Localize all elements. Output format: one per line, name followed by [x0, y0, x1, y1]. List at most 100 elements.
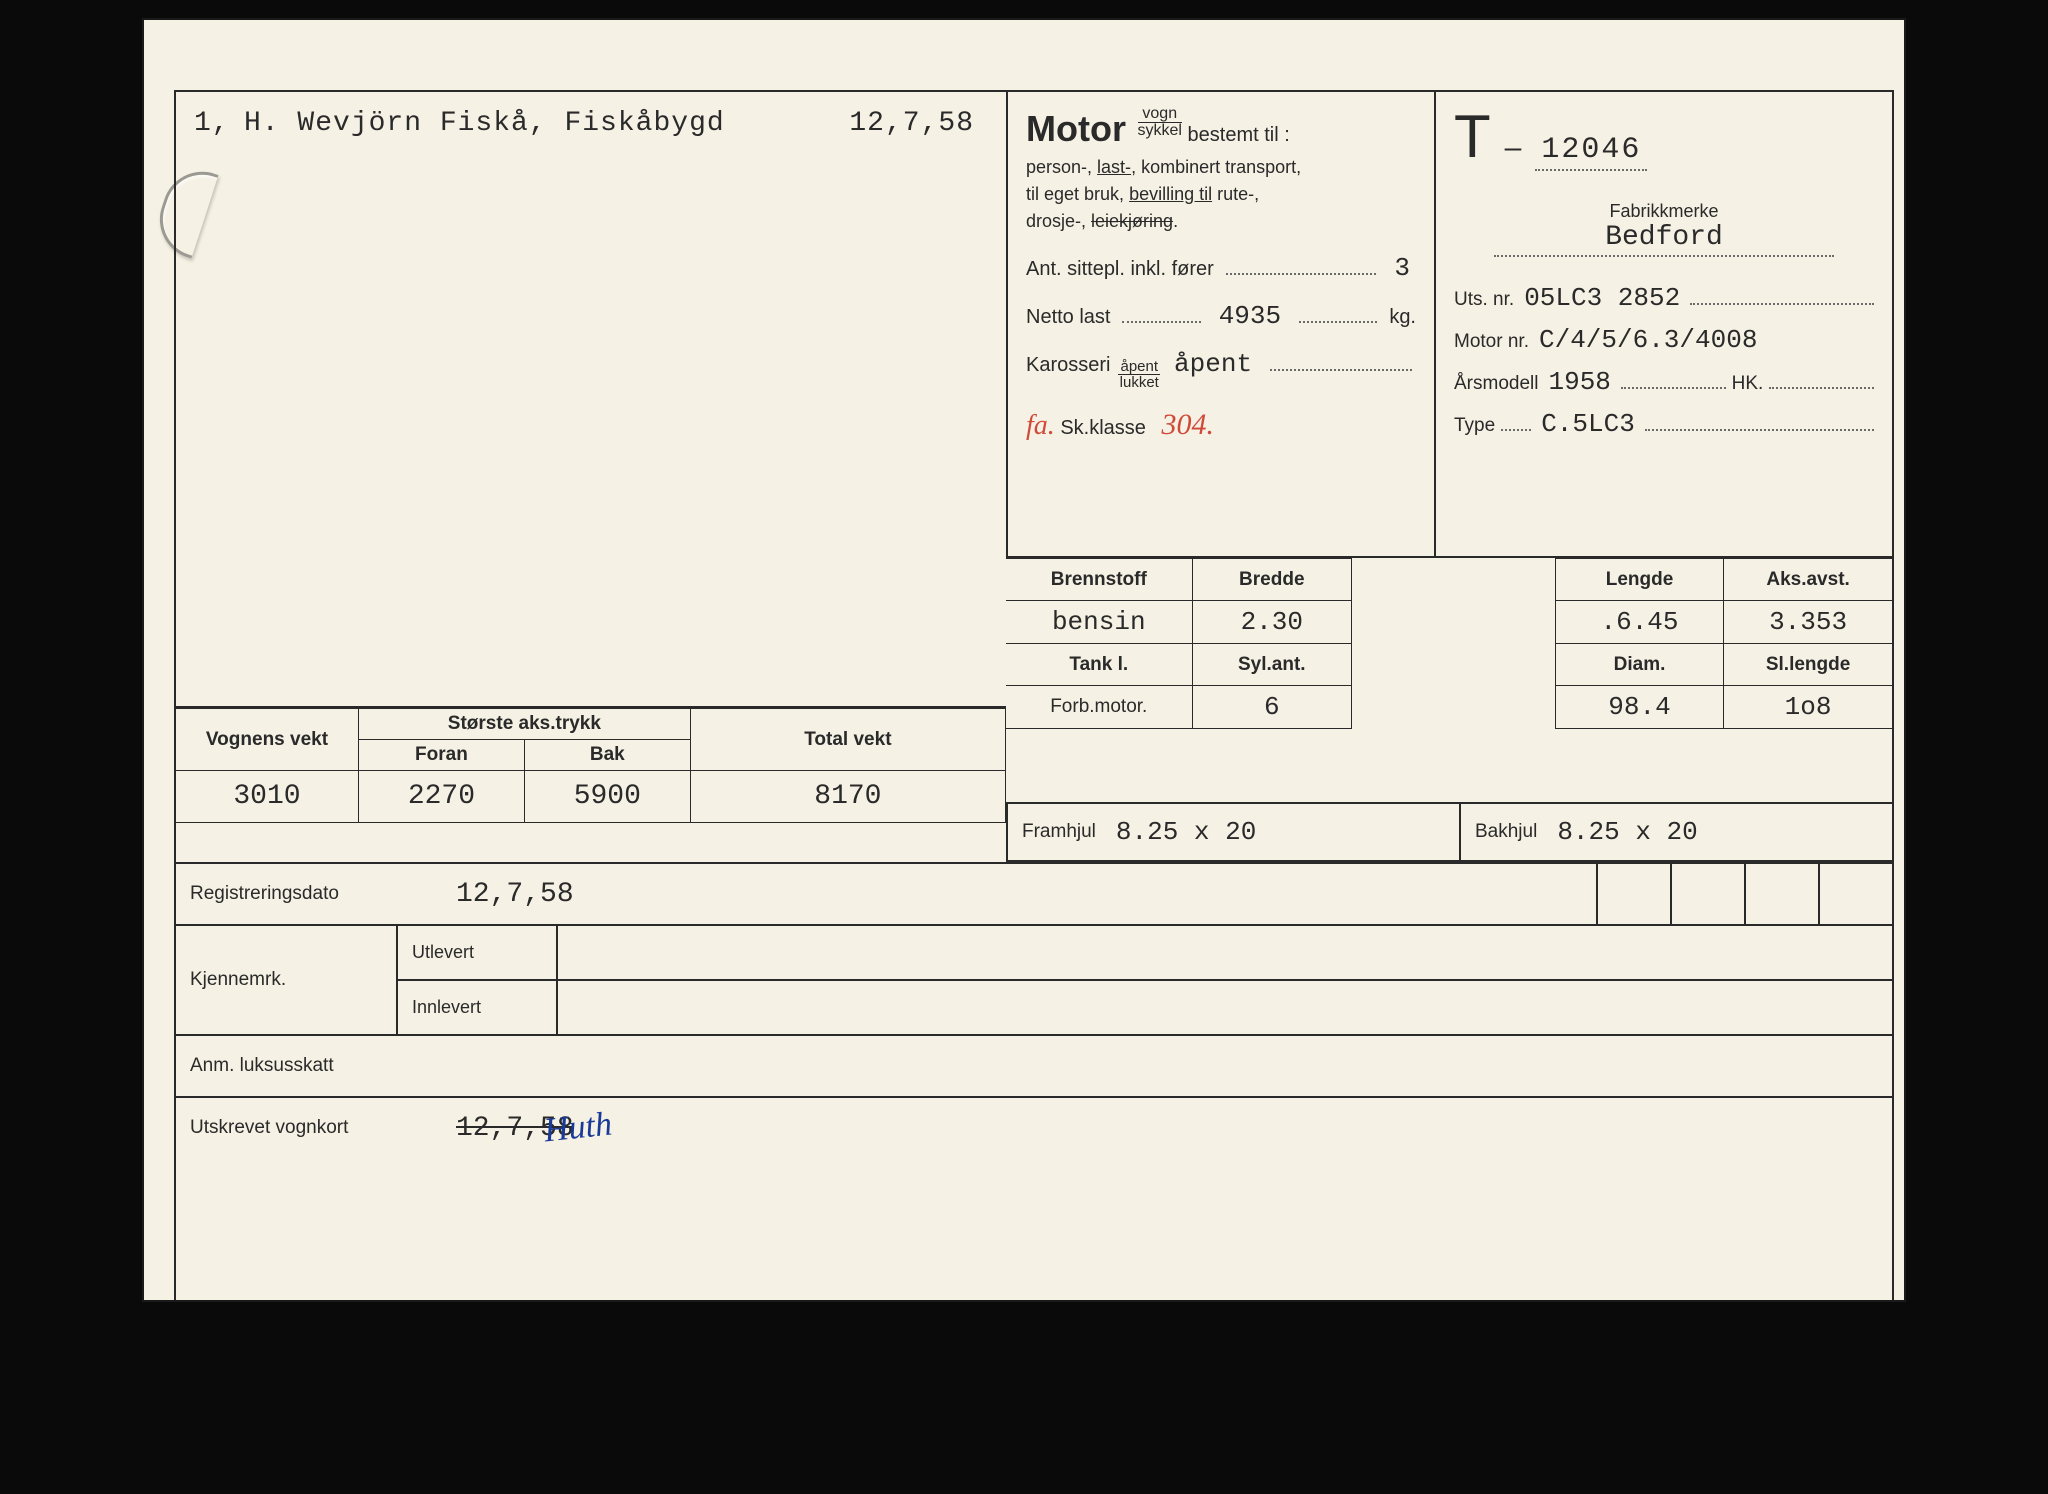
regdato-row: Registreringsdato 12,7,58 [176, 862, 1892, 924]
framhjul-value: 8.25 x 20 [1116, 817, 1256, 847]
uts-label: Uts. nr. [1454, 289, 1514, 311]
fabrikkmerke-label: Fabrikkmerke [1454, 201, 1874, 222]
spec-gap [1352, 559, 1556, 601]
netto-label: Netto last [1026, 306, 1110, 329]
signature: Huth [542, 1106, 614, 1151]
fabrikkmerke-value: Bedford [1494, 222, 1834, 257]
netto-last-row: Netto last 4935 kg. [1026, 301, 1416, 331]
spec-h-aksavst: Aks.avst. [1724, 559, 1892, 601]
weight-foran-value: 2270 [358, 771, 524, 823]
karosseri-frac-top: åpent [1118, 359, 1160, 375]
spec-h-brennstoff: Brennstoff [1006, 559, 1192, 601]
spec-h-lengde: Lengde [1555, 559, 1723, 601]
motor-block: Motor vogn sykkel bestemt til : person-,… [1006, 92, 1436, 556]
regdato-tailcells [1596, 864, 1892, 924]
bakhjul-label: Bakhjul [1475, 821, 1537, 843]
spec-h-bredde: Bredde [1192, 559, 1351, 601]
weight-bak-label: Bak [524, 740, 690, 771]
motor-bestemt: bestemt til : [1188, 124, 1290, 146]
skklasse-handwritten-prefix: fa. [1026, 410, 1055, 441]
sitteplasser-row: Ant. sittepl. inkl. fører 3 [1026, 253, 1416, 283]
type-row: Type C.5LC3 [1454, 409, 1874, 439]
spec-h-sllengde: Sl.lengde [1724, 644, 1892, 686]
frac-bot: sykkel [1138, 123, 1182, 139]
netto-value: 4935 [1213, 301, 1287, 331]
motor-vogn-sykkel-fraction: vogn sykkel [1138, 106, 1182, 139]
registration-block: T – 12046 Fabrikkmerke Bedford Uts. nr. … [1436, 92, 1892, 556]
kjenn-valarea [556, 926, 1892, 1034]
spec-v-forbmotor: Forb.motor. [1006, 686, 1192, 729]
spec-v-lengde: .6.45 [1555, 601, 1723, 644]
framhjul-cell: Framhjul 8.25 x 20 [1006, 804, 1439, 860]
kjennemerke-row: Kjennemrk. Utlevert Innlevert [176, 924, 1892, 1034]
sittepl-value: 3 [1388, 253, 1416, 283]
spec-v-sllengde: 1o8 [1724, 686, 1892, 729]
motornr-label: Motor nr. [1454, 331, 1529, 353]
spec-v-diam: 98.4 [1555, 686, 1723, 729]
bakhjul-cell: Bakhjul 8.25 x 20 [1459, 804, 1892, 860]
skklasse-row: fa. Sk.klasse 304. [1026, 408, 1416, 442]
weight-vogn-value: 3010 [176, 771, 358, 823]
wheel-row: Framhjul 8.25 x 20 Bakhjul 8.25 x 20 [1006, 802, 1892, 862]
registration-card: 1, H. Wevjörn Fiskå, Fiskåbygd 12,7,58 M… [144, 20, 1904, 1300]
sittepl-label: Ant. sittepl. inkl. fører [1026, 258, 1214, 281]
weight-vogn-label: Vognens vekt [176, 709, 358, 771]
hk-label: HK. [1732, 373, 1764, 395]
anm-label: Anm. luksusskatt [176, 1036, 436, 1096]
weight-total-label: Total vekt [690, 709, 1005, 771]
skklasse-value: 304. [1162, 408, 1215, 441]
wheel-gap [1439, 804, 1459, 860]
regdato-value: 12,7,58 [436, 864, 1596, 924]
utskrevet-row: Utskrevet vognkort 12,7,58 Huth [176, 1096, 1892, 1158]
owner-block: 1, H. Wevjörn Fiskå, Fiskåbygd 12,7,58 [184, 98, 984, 668]
motor-nr-row: Motor nr. C/4/5/6.3/4008 [1454, 325, 1874, 355]
motor-title: Motor [1026, 108, 1126, 150]
karosseri-label: Karosseri [1026, 354, 1110, 377]
spec-h-diam: Diam. [1555, 644, 1723, 686]
motornr-value: C/4/5/6.3/4008 [1535, 325, 1761, 355]
kjenn-sublabels: Utlevert Innlevert [396, 926, 556, 1034]
karosseri-row: Karosseri åpent lukket åpent [1026, 349, 1416, 390]
framhjul-label: Framhjul [1022, 821, 1096, 843]
spec-v-brennstoff: bensin [1006, 601, 1192, 644]
type-label: Type [1454, 415, 1495, 437]
spec-v-bredde: 2.30 [1192, 601, 1351, 644]
reg-letter: T [1454, 102, 1491, 171]
innlevert-label: Innlevert [398, 981, 556, 1034]
spec-grid: Brennstoff Bredde Lengde Aks.avst. bensi… [1006, 556, 1892, 729]
weight-aks-header: Største aks.trykk [358, 709, 690, 740]
frac-top: vogn [1138, 106, 1182, 123]
karosseri-value: åpent [1168, 349, 1258, 379]
reg-number-row: T – 12046 [1454, 102, 1874, 171]
bottom-rows: Registreringsdato 12,7,58 Kjennemrk. Utl… [176, 862, 1892, 1158]
aarsmodell-value: 1958 [1544, 367, 1614, 397]
bakhjul-value: 8.25 x 20 [1557, 817, 1697, 847]
reg-number: 12046 [1535, 133, 1647, 171]
utskrevet-value-cell: 12,7,58 Huth [436, 1098, 1892, 1158]
uts-nr-row: Uts. nr. 05LC3 2852 [1454, 283, 1874, 313]
kjenn-label: Kjennemrk. [176, 926, 396, 1034]
motor-description: person-, last-, kombinert transport, til… [1026, 154, 1416, 235]
karosseri-frac-bot: lukket [1118, 375, 1160, 390]
type-value: C.5LC3 [1537, 409, 1639, 439]
spec-h-tank: Tank l. [1006, 644, 1192, 686]
weight-table: Vognens vekt Største aks.trykk Total vek… [176, 706, 1006, 823]
utskrevet-label: Utskrevet vognkort [176, 1098, 436, 1158]
weight-bak-value: 5900 [524, 771, 690, 823]
anm-row: Anm. luksusskatt [176, 1034, 1892, 1096]
spec-table: Brennstoff Bredde Lengde Aks.avst. bensi… [1006, 558, 1892, 729]
spec-v-aksavst: 3.353 [1724, 601, 1892, 644]
owner-index: 1, [194, 108, 214, 139]
netto-unit: kg. [1389, 306, 1416, 329]
uts-value: 05LC3 2852 [1520, 283, 1684, 313]
owner-name: H. Wevjörn Fiskå, Fiskåbygd [244, 108, 804, 139]
aarsmodell-row: Årsmodell 1958 HK. [1454, 367, 1874, 397]
weight-foran-label: Foran [358, 740, 524, 771]
reg-dash: – [1505, 131, 1522, 165]
anm-value [436, 1036, 1892, 1096]
regdato-label: Registreringsdato [176, 864, 436, 924]
owner-date: 12,7,58 [834, 108, 974, 139]
skklasse-label: Sk.klasse [1060, 417, 1146, 439]
utlevert-label: Utlevert [398, 926, 556, 981]
spec-h-sylant: Syl.ant. [1192, 644, 1351, 686]
